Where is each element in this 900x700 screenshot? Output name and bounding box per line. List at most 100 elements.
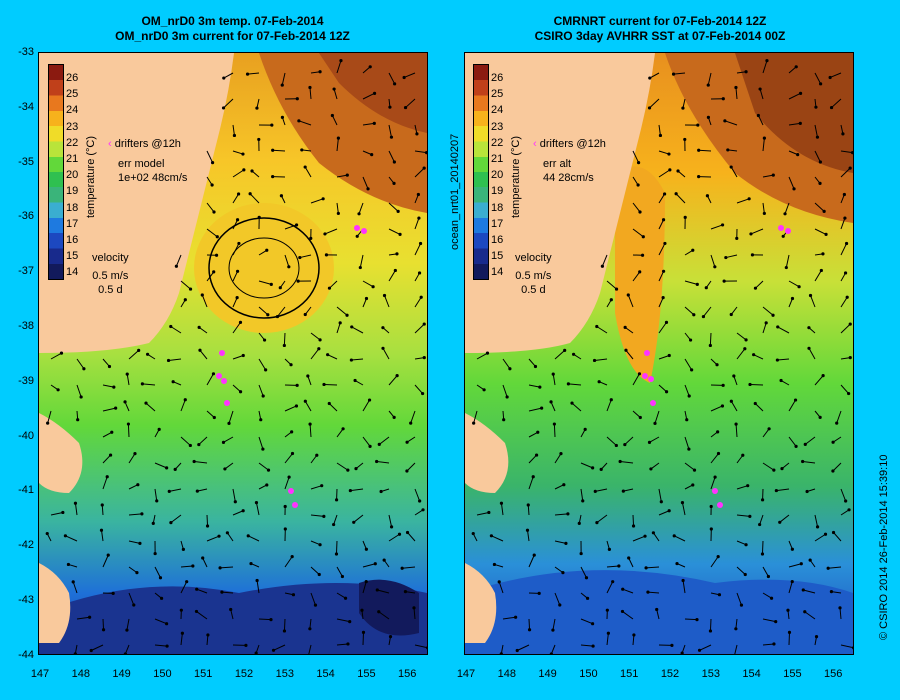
current-arrow [283, 618, 286, 631]
current-arrow-head [631, 524, 636, 528]
current-arrow-head [779, 378, 783, 383]
current-arrow-head [744, 338, 748, 342]
current-arrow-head [487, 510, 491, 515]
drifter-legend-label: drifters @12h [539, 138, 606, 150]
current-arrow [304, 400, 312, 412]
current-arrow-head [623, 325, 627, 329]
current-arrow [336, 592, 346, 599]
current-arrow [814, 375, 824, 386]
current-arrow [124, 644, 130, 654]
current-arrow [145, 402, 156, 412]
current-arrow [762, 322, 767, 334]
current-arrow-head [246, 534, 250, 538]
current-arrow-head [405, 530, 410, 535]
current-arrow-head [332, 87, 336, 91]
current-arrow-head [409, 421, 413, 425]
current-arrow-head [746, 484, 750, 488]
current-arrow [724, 120, 738, 126]
current-arrow-head [180, 631, 184, 635]
colorbar-tick-label: 18 [491, 201, 504, 214]
current-arrow-head [744, 543, 748, 547]
current-arrow-head [796, 153, 800, 157]
current-arrow-head [166, 358, 171, 363]
current-arrow-head [66, 562, 71, 567]
current-arrow-head [729, 312, 733, 317]
current-arrow-head [229, 607, 233, 612]
current-arrow-head [195, 489, 199, 493]
current-arrow [128, 592, 135, 606]
current-arrow-head [659, 500, 663, 504]
current-arrow [658, 322, 667, 334]
current-arrow-head [667, 509, 671, 513]
current-arrow-head [646, 590, 650, 594]
current-arrow-head [671, 72, 676, 76]
right-title-line-2: CSIRO 3day AVHRR SST at 07-Feb-2014 00Z [534, 29, 786, 43]
current-arrow [624, 436, 634, 445]
current-arrow [526, 530, 530, 542]
current-arrow [684, 358, 693, 371]
x-tick-label: 151 [620, 668, 639, 680]
current-arrow-head [713, 265, 717, 269]
current-arrow [755, 280, 764, 289]
current-arrow-head [798, 91, 803, 95]
current-arrow [206, 228, 218, 238]
cold-water-region [465, 570, 853, 654]
current-arrow-head [165, 644, 169, 648]
current-arrow-head [145, 352, 150, 356]
current-arrow-head [290, 555, 294, 559]
current-arrow [362, 436, 371, 447]
current-arrow [100, 530, 104, 542]
current-arrow-head [591, 644, 595, 648]
colorbar-tick-label: 21 [491, 153, 504, 165]
current-arrow-head [583, 427, 587, 432]
current-arrow-head [392, 415, 396, 419]
current-arrow [76, 384, 82, 398]
right-panel-title: CMRNRT current for 07-Feb-2014 12Z CSIRO… [465, 14, 855, 44]
current-arrow-head [581, 499, 585, 503]
current-arrow-head [489, 534, 493, 538]
current-arrow-head [734, 422, 738, 426]
current-arrow-head [282, 343, 286, 348]
land-tasmania-coast [465, 413, 509, 493]
current-arrow [127, 424, 130, 438]
drifter-legend: ‹ drifters @12h [533, 138, 606, 150]
current-arrow-head [696, 123, 700, 127]
current-arrow-head [308, 422, 312, 426]
current-arrow [788, 176, 795, 190]
y-tick-label: -34 [18, 100, 34, 113]
current-arrow-head [829, 105, 834, 110]
current-arrow [840, 217, 846, 230]
current-arrow [310, 566, 320, 575]
current-arrow-head [801, 588, 805, 592]
current-arrow-head [670, 643, 674, 647]
colorbar-tick-label: 16 [66, 234, 79, 246]
current-arrow-head [59, 351, 64, 355]
current-arrow [232, 488, 236, 502]
left-panel-title: OM_nrD0 3m temp. 07-Feb-2014 OM_nrD0 3m … [40, 14, 425, 44]
current-arrow-head [638, 210, 642, 214]
current-arrow [725, 254, 738, 259]
current-arrow [788, 563, 802, 568]
current-arrow [658, 510, 670, 516]
current-arrow-head [89, 648, 93, 653]
current-arrow [552, 618, 556, 631]
current-arrow-head [640, 253, 645, 257]
current-arrow-head [492, 562, 497, 567]
current-arrow-head [687, 447, 691, 451]
current-arrow-head [644, 566, 648, 570]
current-arrow [623, 488, 634, 492]
current-arrow-head [398, 232, 402, 237]
drifters [216, 225, 367, 508]
current-arrow [128, 484, 139, 490]
current-arrow-head [125, 372, 129, 376]
current-arrow-head [422, 166, 426, 170]
current-arrow-head [664, 320, 669, 324]
current-arrow-head [235, 269, 240, 273]
current-arrow-head [632, 633, 636, 637]
y-tick-label: -36 [18, 210, 34, 223]
current-arrow-head [289, 363, 293, 367]
x-tick-label: 153 [701, 668, 720, 680]
current-arrow-head [636, 183, 640, 187]
current-arrow-head [235, 218, 240, 222]
current-arrow [554, 453, 562, 464]
